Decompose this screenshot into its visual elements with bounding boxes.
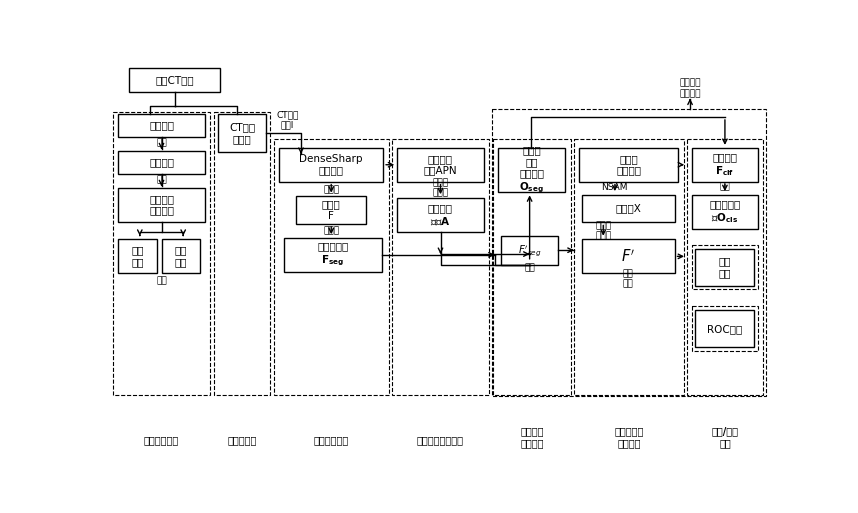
Text: 模糊先验
网络APN: 模糊先验 网络APN: [424, 154, 457, 175]
Text: $F'$: $F'$: [621, 248, 635, 265]
Text: 病灶表征
$\mathbf{F_{clf}}$: 病灶表征 $\mathbf{F_{clf}}$: [712, 152, 737, 177]
Text: 线性
插值: 线性 插值: [623, 269, 633, 288]
Text: 分割: 分割: [156, 139, 166, 148]
Bar: [582, 195, 674, 223]
Bar: [118, 239, 157, 273]
Text: 验证/测试
模块: 验证/测试 模块: [711, 426, 739, 448]
Text: CT图像
预处理: CT图像 预处理: [229, 123, 255, 144]
Bar: [129, 68, 221, 92]
Bar: [498, 148, 565, 192]
Text: 概率分
布采样: 概率分 布采样: [432, 178, 449, 198]
Text: 非局部形状
分析模块: 非局部形状 分析模块: [614, 426, 644, 448]
Bar: [501, 235, 559, 265]
Text: 上采样: 上采样: [323, 226, 339, 235]
Text: 数据搜集模块: 数据搜集模块: [144, 436, 179, 445]
Text: 病灶分类结
果$\mathbf{O_{cls}}$: 病灶分类结 果$\mathbf{O_{cls}}$: [710, 199, 740, 225]
Text: 预处理模块: 预处理模块: [227, 436, 257, 445]
Text: 预测的
病灶
分割结果
$\mathbf{O_{seg}}$: 预测的 病灶 分割结果 $\mathbf{O_{seg}}$: [519, 145, 544, 195]
Text: $F'_{seg}$: $F'_{seg}$: [517, 243, 541, 258]
Bar: [392, 139, 489, 395]
Bar: [692, 306, 758, 351]
Text: 原始CT图像: 原始CT图像: [155, 75, 194, 85]
Text: 特征图
F: 特征图 F: [322, 200, 341, 221]
Text: 模糊先验采样模块: 模糊先验采样模块: [417, 436, 464, 445]
Bar: [692, 195, 758, 229]
Text: 转换后
的特征云: 转换后 的特征云: [616, 154, 641, 175]
Bar: [687, 139, 763, 395]
Text: 病灶分类
输出模块: 病灶分类 输出模块: [680, 79, 701, 98]
Bar: [296, 196, 366, 224]
Bar: [218, 114, 266, 152]
Bar: [214, 112, 270, 395]
Bar: [161, 239, 200, 273]
Bar: [582, 240, 674, 273]
Text: 训练
模块: 训练 模块: [719, 256, 731, 278]
Bar: [118, 151, 205, 174]
Text: 拼接: 拼接: [720, 183, 730, 191]
Text: NSAM: NSAM: [601, 183, 628, 191]
Bar: [397, 148, 484, 182]
Bar: [280, 148, 384, 182]
Text: 提取体
素特征: 提取体 素特征: [595, 221, 611, 241]
Bar: [118, 114, 205, 137]
Bar: [113, 112, 210, 395]
Bar: [397, 198, 484, 232]
Text: 分割
结果: 分割 结果: [175, 245, 187, 267]
Bar: [692, 148, 758, 182]
Text: 模糊性的
专家标注: 模糊性的 专家标注: [149, 194, 174, 215]
Bar: [696, 310, 754, 347]
Text: 分割标注: 分割标注: [149, 121, 174, 130]
Text: 拼接: 拼接: [524, 263, 535, 272]
Text: 真值: 真值: [156, 277, 166, 286]
Text: 下采样: 下采样: [323, 186, 339, 194]
Bar: [274, 139, 389, 395]
Text: 病灶分割
输出模块: 病灶分割 输出模块: [520, 426, 544, 448]
Text: 分类
结果: 分类 结果: [131, 245, 144, 267]
Text: DenseSharp
神经网络: DenseSharp 神经网络: [299, 154, 363, 175]
Bar: [574, 139, 684, 395]
Text: 数据表征模块: 数据表征模块: [314, 436, 349, 445]
Bar: [692, 245, 758, 289]
Text: 分类标注: 分类标注: [149, 157, 174, 167]
Bar: [696, 249, 754, 286]
Bar: [118, 188, 205, 222]
Text: 特征云X: 特征云X: [615, 204, 641, 213]
Bar: [579, 148, 679, 182]
Text: ROC分析: ROC分析: [707, 324, 742, 334]
Text: 分割特征图
$\mathbf{F_{seg}}$: 分割特征图 $\mathbf{F_{seg}}$: [317, 242, 348, 268]
Bar: [284, 238, 382, 272]
Bar: [493, 139, 571, 395]
Text: 分类: 分类: [156, 175, 166, 185]
Text: CT三维
数据I: CT三维 数据I: [276, 110, 299, 130]
Bar: [492, 109, 766, 396]
Text: 模糊先验
采样$\mathbf{A}$: 模糊先验 采样$\mathbf{A}$: [428, 203, 453, 227]
